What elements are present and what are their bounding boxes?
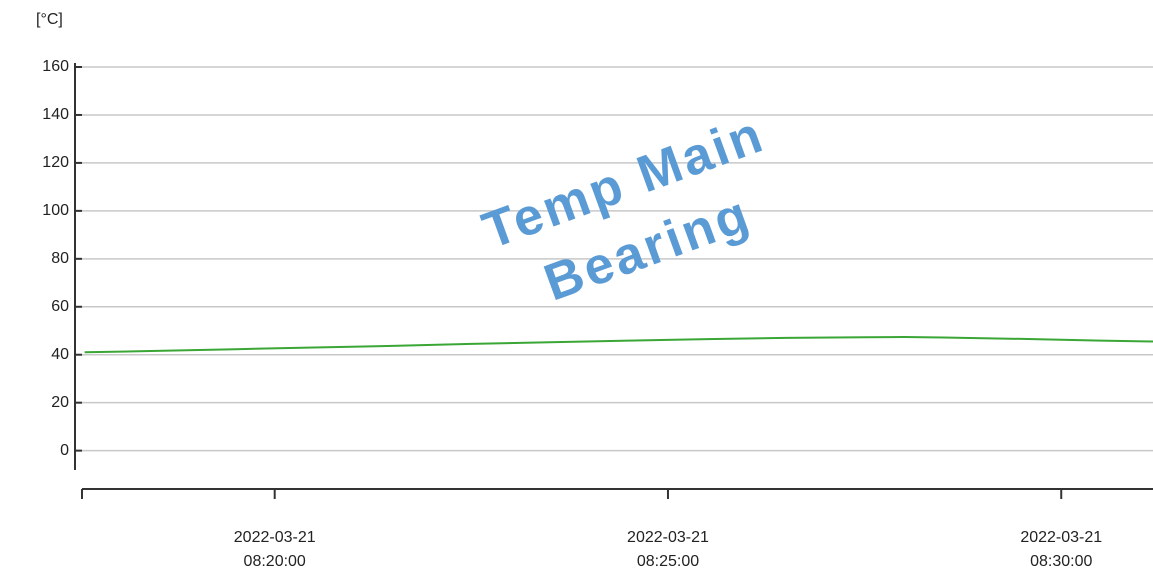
y-tick-label: 0 (60, 442, 69, 459)
y-tick-label: 100 (42, 202, 69, 219)
x-tick-label: 2022-03-21 08:30:00 (1020, 529, 1102, 570)
x-tick-label: 2022-03-21 08:25:00 (627, 529, 709, 570)
y-tick-label: 120 (42, 154, 69, 171)
y-tick-label: 160 (42, 58, 69, 75)
y-tick-label: 80 (51, 250, 69, 267)
y-unit: [°C] (36, 11, 63, 28)
x-tick-label: 2022-03-21 08:20:00 (234, 529, 316, 570)
y-tick-label: 60 (51, 298, 69, 315)
y-tick-label: 40 (51, 346, 69, 363)
y-tick-label: 140 (42, 106, 69, 123)
data-line (84, 335, 1153, 354)
y-tick-label: 20 (51, 394, 69, 411)
